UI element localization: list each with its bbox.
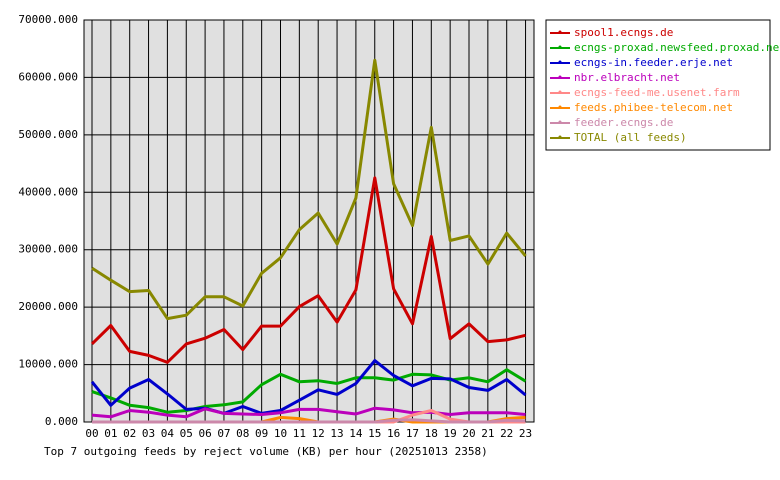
x-tick-label: 00 [85,427,98,440]
x-tick-label: 01 [104,427,117,440]
y-tick-label: 20000.000 [18,300,78,313]
legend-label: TOTAL (all feeds) [574,131,687,144]
x-tick-label: 04 [161,427,175,440]
y-tick-label: 60000.000 [18,70,78,83]
series-line [92,418,526,424]
series-line [90,176,526,364]
x-tick-label: 12 [312,427,325,440]
legend-dot [558,105,562,109]
legend-dot [558,45,562,49]
x-tick-label: 22 [500,427,513,440]
series-line [90,359,527,415]
x-tick-label: 23 [519,427,532,440]
legend-dot [558,30,562,34]
series-line [91,406,526,419]
legend-label: feeder.ecngs.de [574,116,673,129]
legend-label: feeds.phibee-telecom.net [574,101,733,114]
x-tick-label: 02 [123,427,136,440]
x-tick-label: 03 [142,427,155,440]
y-tick-label: 50000.000 [18,128,78,141]
x-tick-label: 21 [481,427,494,440]
x-tick-label: 14 [349,427,363,440]
legend-label: ecngs-feed-me.usenet.farm [574,86,740,99]
x-tick-label: 07 [217,427,230,440]
x-tick-label: 19 [444,427,457,440]
x-tick-label: 15 [368,427,381,440]
y-tick-label: 70000.000 [18,13,78,26]
legend-label: ecngs-proxad.newsfeed.proxad.net [574,41,780,54]
legend-dot [558,90,562,94]
chart-title: Top 7 outgoing feeds by reject volume (K… [44,445,488,458]
x-tick-label: 20 [462,427,475,440]
x-tick-label: 06 [198,427,211,440]
x-tick-label: 17 [406,427,419,440]
x-tick-label: 09 [255,427,268,440]
x-tick-label: 16 [387,427,400,440]
y-tick-label: 30000.000 [18,243,78,256]
x-tick-label: 05 [180,427,193,440]
legend-dot [558,60,562,64]
y-tick-label: 10000.000 [18,358,78,371]
x-tick-label: 08 [236,427,249,440]
legend-dot [558,120,562,124]
legend-dot [558,75,562,79]
legend-box [545,19,771,151]
legend-label: nbr.elbracht.net [574,71,680,84]
legend-label: spool1.ecngs.de [574,26,673,39]
legend-label: ecngs-in.feeder.erje.net [574,56,733,69]
y-tick-label: 0.000 [45,415,78,428]
legend-dot [558,135,562,139]
y-tick-label: 40000.000 [18,185,78,198]
x-tick-label: 10 [274,427,287,440]
x-tick-label: 11 [293,427,306,440]
series-line [91,58,527,321]
x-tick-label: 13 [330,427,343,440]
x-tick-label: 18 [425,427,438,440]
